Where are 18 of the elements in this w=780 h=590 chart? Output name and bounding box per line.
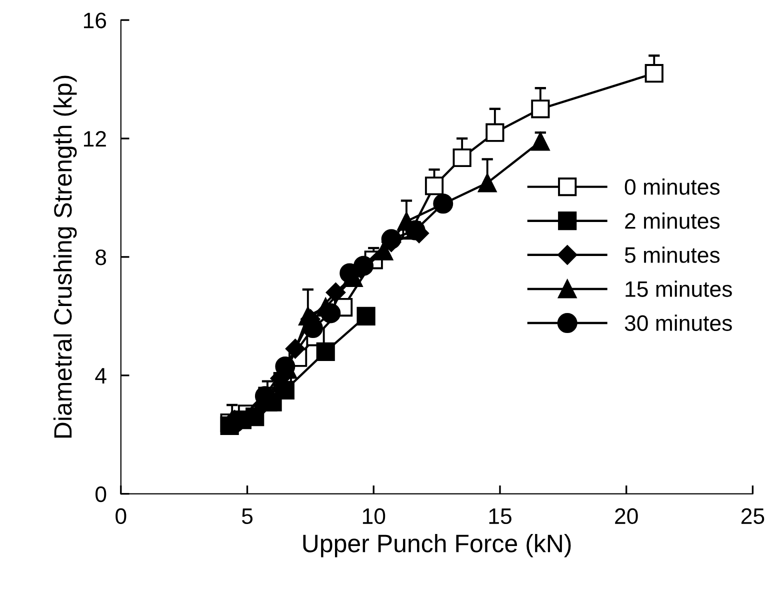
x-tick-label: 20 [615,508,638,524]
legend-label: 30 minutes [624,314,732,332]
x-tick-label: 5 [242,508,253,524]
y-tick-label: 0 [96,486,106,502]
x-tick-label: 0 [116,508,126,524]
y-tick-label: 4 [95,368,106,384]
x-tick-label: 25 [741,508,764,524]
legend-label: 5 minutes [624,246,720,263]
x-tick-label: 15 [489,508,512,524]
y-axis-title: Diametral Crushing Strength (kp) [53,76,77,438]
x-tick-label: 10 [362,508,386,524]
x-axis-title: Upper Punch Force (kN) [303,534,571,558]
legend-label: 2 minutes [625,212,720,229]
legend-label: 15 minutes [626,280,732,297]
y-tick-label: 12 [84,131,106,147]
legend-label: 0 minutes [624,178,720,195]
y-tick-label: 16 [84,12,106,28]
y-tick-label: 8 [96,249,106,266]
